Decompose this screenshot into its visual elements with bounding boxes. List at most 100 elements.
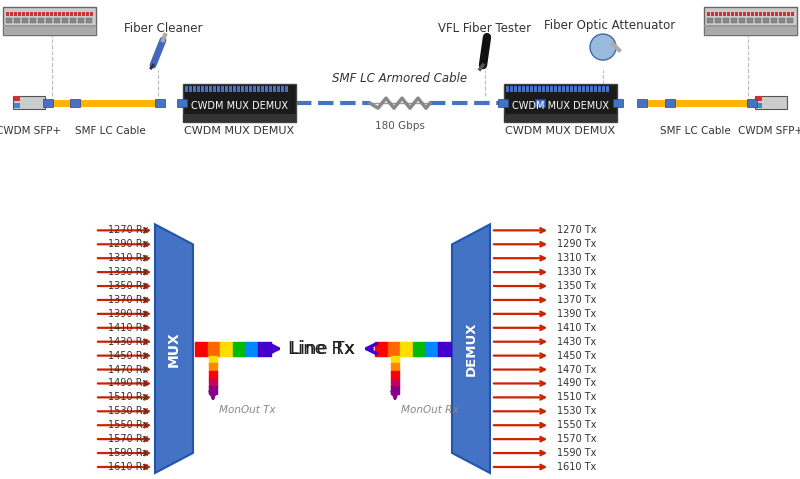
- Bar: [566, 86, 569, 92]
- Bar: [735, 12, 738, 16]
- Bar: [14, 103, 20, 108]
- Bar: [739, 18, 745, 23]
- Bar: [62, 18, 68, 23]
- Text: CWDM SFP+: CWDM SFP+: [0, 126, 62, 136]
- Text: 1610 Rx: 1610 Rx: [108, 462, 148, 472]
- Bar: [582, 86, 585, 92]
- Bar: [779, 12, 782, 16]
- Text: CWDM MUX DEMUX: CWDM MUX DEMUX: [512, 101, 609, 111]
- Bar: [665, 99, 675, 107]
- Bar: [54, 12, 57, 16]
- Bar: [498, 99, 508, 107]
- Text: Fiber Optic Attenuator: Fiber Optic Attenuator: [544, 19, 676, 32]
- Bar: [747, 99, 757, 107]
- Bar: [261, 86, 264, 92]
- Text: 1330 Tx: 1330 Tx: [557, 267, 596, 277]
- Bar: [510, 86, 513, 92]
- Text: MonOut Rx: MonOut Rx: [401, 405, 458, 415]
- Text: 1390 Tx: 1390 Tx: [557, 309, 596, 319]
- Text: MonOut Tx: MonOut Tx: [219, 405, 276, 415]
- Text: Line Tx: Line Tx: [290, 340, 355, 358]
- FancyBboxPatch shape: [3, 7, 96, 35]
- Bar: [574, 86, 577, 92]
- Bar: [205, 86, 208, 92]
- Bar: [731, 18, 737, 23]
- Bar: [727, 12, 730, 16]
- Bar: [221, 86, 224, 92]
- Bar: [273, 86, 276, 92]
- Bar: [245, 86, 248, 92]
- Bar: [598, 86, 601, 92]
- Text: 1330 Rx: 1330 Rx: [108, 267, 148, 277]
- Text: 1270 Tx: 1270 Tx: [557, 225, 597, 235]
- Text: 1530 Rx: 1530 Rx: [108, 406, 148, 416]
- Bar: [590, 86, 593, 92]
- Bar: [281, 86, 284, 92]
- Bar: [46, 18, 52, 23]
- Text: 1570 Tx: 1570 Tx: [557, 434, 597, 444]
- Bar: [257, 86, 260, 92]
- Bar: [554, 86, 557, 92]
- Text: 1450 Tx: 1450 Tx: [557, 351, 596, 361]
- Bar: [3, 25, 96, 27]
- Text: SMF LC Cable: SMF LC Cable: [660, 126, 730, 136]
- Bar: [787, 12, 790, 16]
- Bar: [78, 18, 84, 23]
- Text: 1310 Tx: 1310 Tx: [557, 253, 596, 263]
- Bar: [46, 12, 49, 16]
- Text: 1550 Rx: 1550 Rx: [107, 420, 148, 430]
- Bar: [277, 86, 280, 92]
- Bar: [78, 12, 81, 16]
- Bar: [767, 12, 770, 16]
- Bar: [535, 99, 545, 107]
- Text: 1590 Tx: 1590 Tx: [557, 448, 596, 458]
- Bar: [755, 12, 758, 16]
- Bar: [578, 86, 581, 92]
- Bar: [13, 96, 45, 109]
- Bar: [707, 12, 710, 16]
- Bar: [62, 12, 65, 16]
- Bar: [504, 114, 617, 122]
- Text: 1510 Tx: 1510 Tx: [557, 392, 596, 402]
- Bar: [30, 12, 33, 16]
- Bar: [86, 12, 89, 16]
- Bar: [518, 86, 521, 92]
- FancyBboxPatch shape: [704, 7, 797, 35]
- Text: 1270 Rx: 1270 Rx: [107, 225, 148, 235]
- Circle shape: [590, 34, 616, 60]
- Text: 1490 Tx: 1490 Tx: [557, 378, 596, 388]
- Bar: [526, 86, 529, 92]
- Bar: [550, 86, 553, 92]
- Text: Line Rx: Line Rx: [289, 340, 355, 358]
- Bar: [602, 86, 605, 92]
- Bar: [6, 12, 9, 16]
- Text: 1510 Rx: 1510 Rx: [108, 392, 148, 402]
- Bar: [594, 86, 597, 92]
- Bar: [193, 86, 196, 92]
- Bar: [771, 18, 777, 23]
- Bar: [189, 86, 192, 92]
- Bar: [26, 12, 29, 16]
- Text: 1350 Tx: 1350 Tx: [557, 281, 596, 291]
- Bar: [43, 99, 53, 107]
- Bar: [34, 12, 37, 16]
- Bar: [237, 86, 240, 92]
- Bar: [723, 12, 726, 16]
- Bar: [558, 86, 561, 92]
- Bar: [14, 96, 20, 101]
- Bar: [90, 12, 93, 16]
- Bar: [534, 86, 537, 92]
- Bar: [217, 86, 220, 92]
- Text: 1370 Tx: 1370 Tx: [557, 295, 596, 305]
- Bar: [58, 12, 61, 16]
- Text: 1590 Rx: 1590 Rx: [108, 448, 148, 458]
- Bar: [743, 12, 746, 16]
- Bar: [747, 12, 750, 16]
- Bar: [570, 86, 573, 92]
- Bar: [155, 99, 165, 107]
- Bar: [723, 18, 729, 23]
- Bar: [704, 25, 797, 35]
- Text: Fiber Cleaner: Fiber Cleaner: [124, 22, 202, 35]
- Bar: [779, 18, 785, 23]
- Bar: [747, 18, 753, 23]
